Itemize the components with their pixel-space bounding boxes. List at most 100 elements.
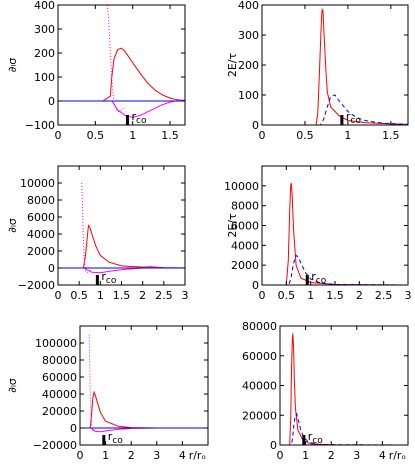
y-tick-label: 4000 <box>231 239 259 252</box>
y-tick-label: 300 <box>34 23 55 36</box>
x-tick-label: 2 <box>128 449 135 462</box>
series-2-line <box>280 412 408 445</box>
x-tick-label: 0 <box>77 449 84 462</box>
y-tick-label: 200 <box>238 59 259 72</box>
y-tick-label: 10000 <box>20 177 55 190</box>
series-1-line <box>262 182 408 285</box>
y-tick-label: 60000 <box>42 371 77 384</box>
series-1-line <box>58 47 185 102</box>
y-tick-label: −100 <box>25 119 55 132</box>
x-tick-label: 0 <box>277 449 284 462</box>
series-1-line <box>262 7 408 125</box>
y-tick-label: −20000 <box>33 439 77 452</box>
plot-frame <box>57 4 186 126</box>
y-axis-label: ∂ₗσ <box>6 58 19 73</box>
x-tick-label: 2 <box>328 449 335 462</box>
x-tick-label: 0 <box>55 289 62 302</box>
x-tick-label: 1 <box>302 449 309 462</box>
x-tick-label: 0 <box>259 129 266 142</box>
series-2-line <box>262 254 408 285</box>
y-tick-label: 60000 <box>242 350 277 363</box>
x-tick-label: 1.5 <box>382 129 400 142</box>
y-tick-label: 8000 <box>27 194 55 207</box>
rco-label: rco <box>131 110 146 126</box>
x-tick-label: 2 <box>356 289 363 302</box>
y-tick-label: 300 <box>238 29 259 42</box>
rco-marker <box>95 275 99 285</box>
x-axis-label: r/rₒ <box>389 449 406 462</box>
y-tick-label: 2000 <box>27 245 55 258</box>
y-tick-label: 0 <box>48 262 55 275</box>
plot-frame <box>279 325 409 446</box>
y-tick-label: 0 <box>270 439 277 452</box>
x-tick-label: 2.5 <box>375 289 393 302</box>
rco-marker <box>125 115 129 125</box>
x-tick-label: 0 <box>259 289 266 302</box>
y-tick-label: 6000 <box>27 211 55 224</box>
y-tick-label: 10000 <box>224 180 259 193</box>
plot-3: 0 0.5 1 1.5 2 2.5 3−20000200040006000800010000… <box>6 165 189 302</box>
x-tick-label: 1 <box>102 449 109 462</box>
x-tick-label: 0.5 <box>278 289 296 302</box>
series-1-line <box>280 333 408 445</box>
rco-marker <box>305 275 309 285</box>
x-tick-label: 2 <box>139 289 146 302</box>
y-axis-label: ∂ₗσ <box>6 218 19 233</box>
plot-frame <box>79 325 209 446</box>
rco-label: rco <box>101 270 116 286</box>
x-tick-label: 0.5 <box>70 289 88 302</box>
y-tick-label: 100000 <box>35 337 77 350</box>
series-2-line <box>88 334 96 432</box>
x-axis-label: r/rₒ <box>189 449 206 462</box>
x-tick-label: 0.5 <box>296 129 314 142</box>
y-tick-label: 20000 <box>42 405 77 418</box>
x-tick-label: 2.5 <box>155 289 173 302</box>
rco-label: rco <box>108 430 123 446</box>
y-axis-label: 2E/τ <box>226 52 239 77</box>
x-tick-label: 3 <box>182 289 189 302</box>
y-tick-label: 40000 <box>242 380 277 393</box>
y-axis-label: ∂ₗσ <box>6 378 19 393</box>
y-tick-label: 4000 <box>27 228 55 241</box>
series-3-line <box>58 99 185 118</box>
series-1-line <box>80 390 208 429</box>
plot-frame <box>261 4 409 126</box>
rco-label: rco <box>311 270 326 286</box>
x-tick-label: 1.5 <box>161 129 179 142</box>
y-tick-label: 40000 <box>42 388 77 401</box>
y-tick-label: 6000 <box>231 220 259 233</box>
y-tick-label: 80000 <box>242 320 277 333</box>
y-tick-label: 400 <box>34 0 55 12</box>
x-tick-label: 4 <box>179 449 186 462</box>
rco-marker <box>102 435 106 445</box>
series-2-line <box>262 94 408 125</box>
y-tick-label: 80000 <box>42 354 77 367</box>
series-1-line <box>58 224 185 269</box>
plot-frame <box>57 165 186 286</box>
x-tick-label: 3 <box>153 449 160 462</box>
x-tick-label: 3 <box>353 449 360 462</box>
y-tick-label: 2000 <box>231 259 259 272</box>
y-tick-label: 0 <box>70 422 77 435</box>
x-tick-label: 1 <box>97 289 104 302</box>
rco-marker <box>340 115 344 125</box>
x-tick-label: 1 <box>344 129 351 142</box>
x-tick-label: 1.5 <box>113 289 131 302</box>
rco-marker <box>302 435 306 445</box>
x-tick-label: 3 <box>405 289 412 302</box>
x-tick-label: 1 <box>307 289 314 302</box>
series-2-line <box>81 182 93 273</box>
x-tick-label: 1.5 <box>326 289 344 302</box>
series-3-line <box>80 427 208 433</box>
y-tick-label: 100 <box>238 89 259 102</box>
series-2-line <box>106 5 126 113</box>
y-axis-label: 2E/τ <box>226 213 239 238</box>
x-tick-label: 4 <box>379 449 386 462</box>
x-tick-label: 0.5 <box>87 129 105 142</box>
y-tick-label: 0 <box>252 279 259 292</box>
plot-frame <box>261 165 409 286</box>
